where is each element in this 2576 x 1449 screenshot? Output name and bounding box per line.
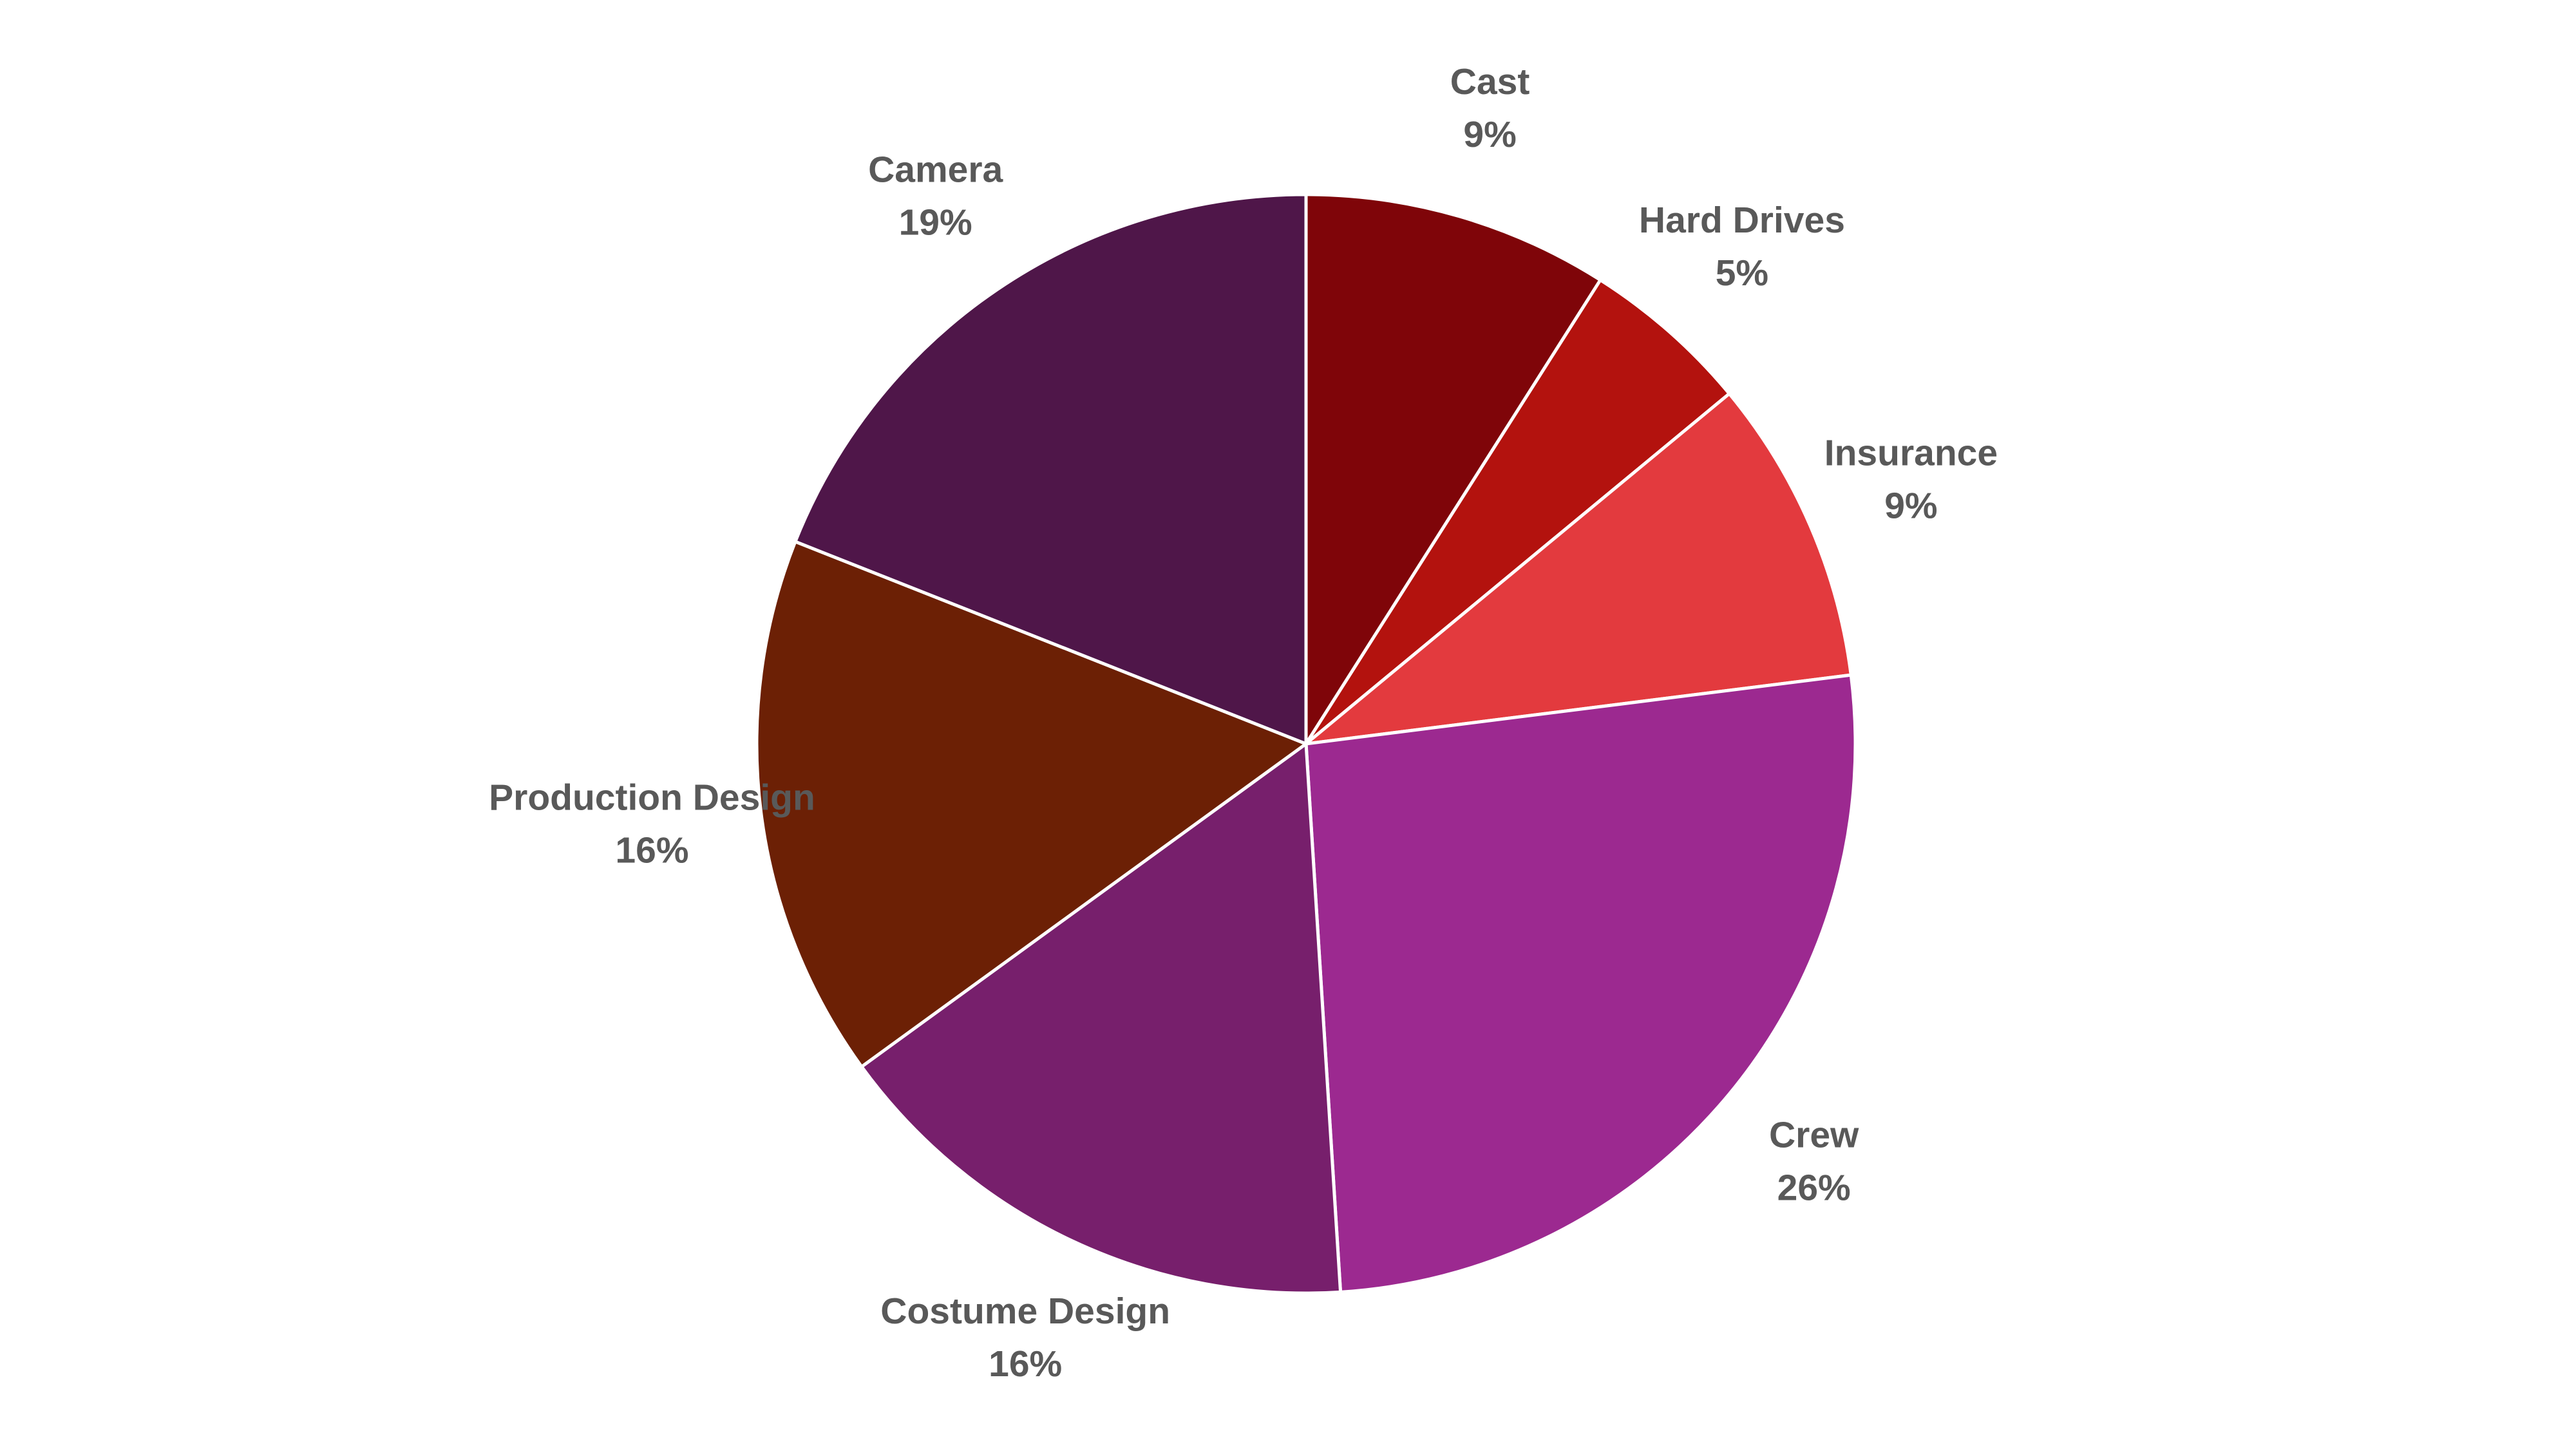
slice-label: Insurance (1824, 433, 1998, 474)
slice-label: Camera (868, 149, 1003, 190)
slice-value-label: 16% (989, 1343, 1062, 1385)
slice-value-label: 19% (899, 202, 972, 243)
slice-value-label: 16% (615, 829, 688, 871)
slice-label: Costume Design (880, 1291, 1170, 1332)
pie-slice (793, 193, 1308, 746)
slice-value-label: 26% (1777, 1168, 1851, 1209)
pie-slice (859, 741, 1343, 1295)
pie-slice (1304, 278, 1732, 745)
slice-value-label: 9% (1884, 486, 1937, 527)
pie-slice (1300, 391, 1853, 746)
slice-label: Production Design (489, 777, 815, 818)
pie-slice (755, 539, 1310, 1069)
pie-slice (1304, 193, 1603, 750)
pie-slice (1304, 673, 1857, 1294)
slice-value-label: 9% (1463, 114, 1516, 155)
slice-label: Hard Drives (1639, 200, 1845, 241)
slice-label: Cast (1450, 61, 1530, 102)
slice-label: Crew (1769, 1115, 1859, 1156)
slice-value-label: 5% (1716, 252, 1768, 294)
